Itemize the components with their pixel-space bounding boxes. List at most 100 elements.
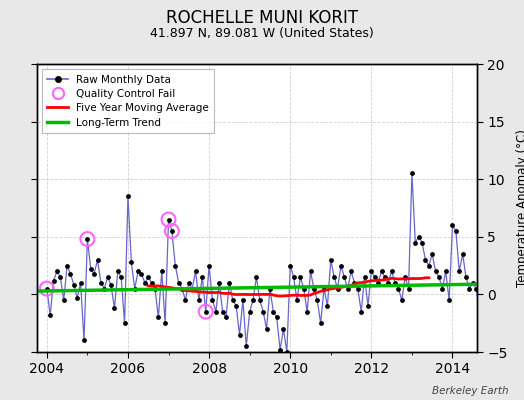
Point [282,349,291,355]
Point [486,308,494,315]
Point [263,326,271,332]
Point [46,312,54,318]
Point [245,308,254,315]
Point [337,262,345,269]
Point [442,268,450,274]
Point [374,280,383,286]
Point [276,346,285,353]
Point [140,280,149,286]
Point [509,274,518,280]
Point [235,332,244,338]
Point [208,297,216,303]
Point [165,216,173,223]
Point [307,268,315,274]
Point [492,297,500,303]
Point [252,274,260,280]
Point [259,308,267,315]
Point [326,257,335,263]
Point [445,297,453,303]
Point [49,277,58,284]
Point [323,303,332,309]
Point [100,286,108,292]
Point [93,257,102,263]
Point [381,274,389,280]
Point [42,286,51,292]
Point [293,297,301,303]
Point [198,274,206,280]
Point [205,262,213,269]
Point [347,268,355,274]
Point [411,239,420,246]
Point [503,274,511,280]
Point [137,270,146,277]
Point [462,274,470,280]
Point [232,303,241,309]
Point [70,282,78,288]
Point [215,280,223,286]
Point [272,314,281,321]
Point [367,268,376,274]
Point [184,280,193,286]
Point [303,308,311,315]
Point [398,297,406,303]
Point [266,286,274,292]
Point [354,286,362,292]
Point [468,280,477,286]
Point [408,170,416,177]
Point [414,234,423,240]
Point [391,280,399,286]
Point [249,297,257,303]
Point [195,297,203,303]
Point [110,305,118,312]
Point [130,286,139,292]
Point [158,268,166,274]
Point [384,280,392,286]
Point [56,274,64,280]
Point [178,286,186,292]
Point [97,280,105,286]
Y-axis label: Temperature Anomaly (°C): Temperature Anomaly (°C) [516,129,524,287]
Point [174,280,183,286]
Point [438,286,446,292]
Point [361,274,369,280]
Point [482,280,490,286]
Point [117,274,125,280]
Point [121,320,129,326]
Point [421,257,430,263]
Point [279,326,288,332]
Point [202,308,210,315]
Point [165,216,173,223]
Point [296,274,304,280]
Point [428,251,436,257]
Point [300,286,308,292]
Text: 41.897 N, 89.081 W (United States): 41.897 N, 89.081 W (United States) [150,28,374,40]
Point [77,280,85,286]
Point [168,228,176,234]
Point [465,286,474,292]
Point [387,268,396,274]
Point [449,222,457,228]
Point [486,308,494,315]
Point [458,251,467,257]
Text: ROCHELLE MUNI KORIT: ROCHELLE MUNI KORIT [166,9,358,27]
Point [134,268,143,274]
Point [316,320,325,326]
Point [405,286,413,292]
Point [228,297,237,303]
Point [103,274,112,280]
Point [330,274,339,280]
Point [114,268,122,274]
Point [168,228,176,234]
Point [242,343,250,350]
Point [60,297,68,303]
Point [188,286,196,292]
Point [239,297,247,303]
Point [212,308,220,315]
Point [320,286,328,292]
Point [519,286,524,292]
Point [364,303,372,309]
Point [124,193,132,200]
Point [127,259,136,265]
Point [340,274,348,280]
Point [90,270,99,277]
